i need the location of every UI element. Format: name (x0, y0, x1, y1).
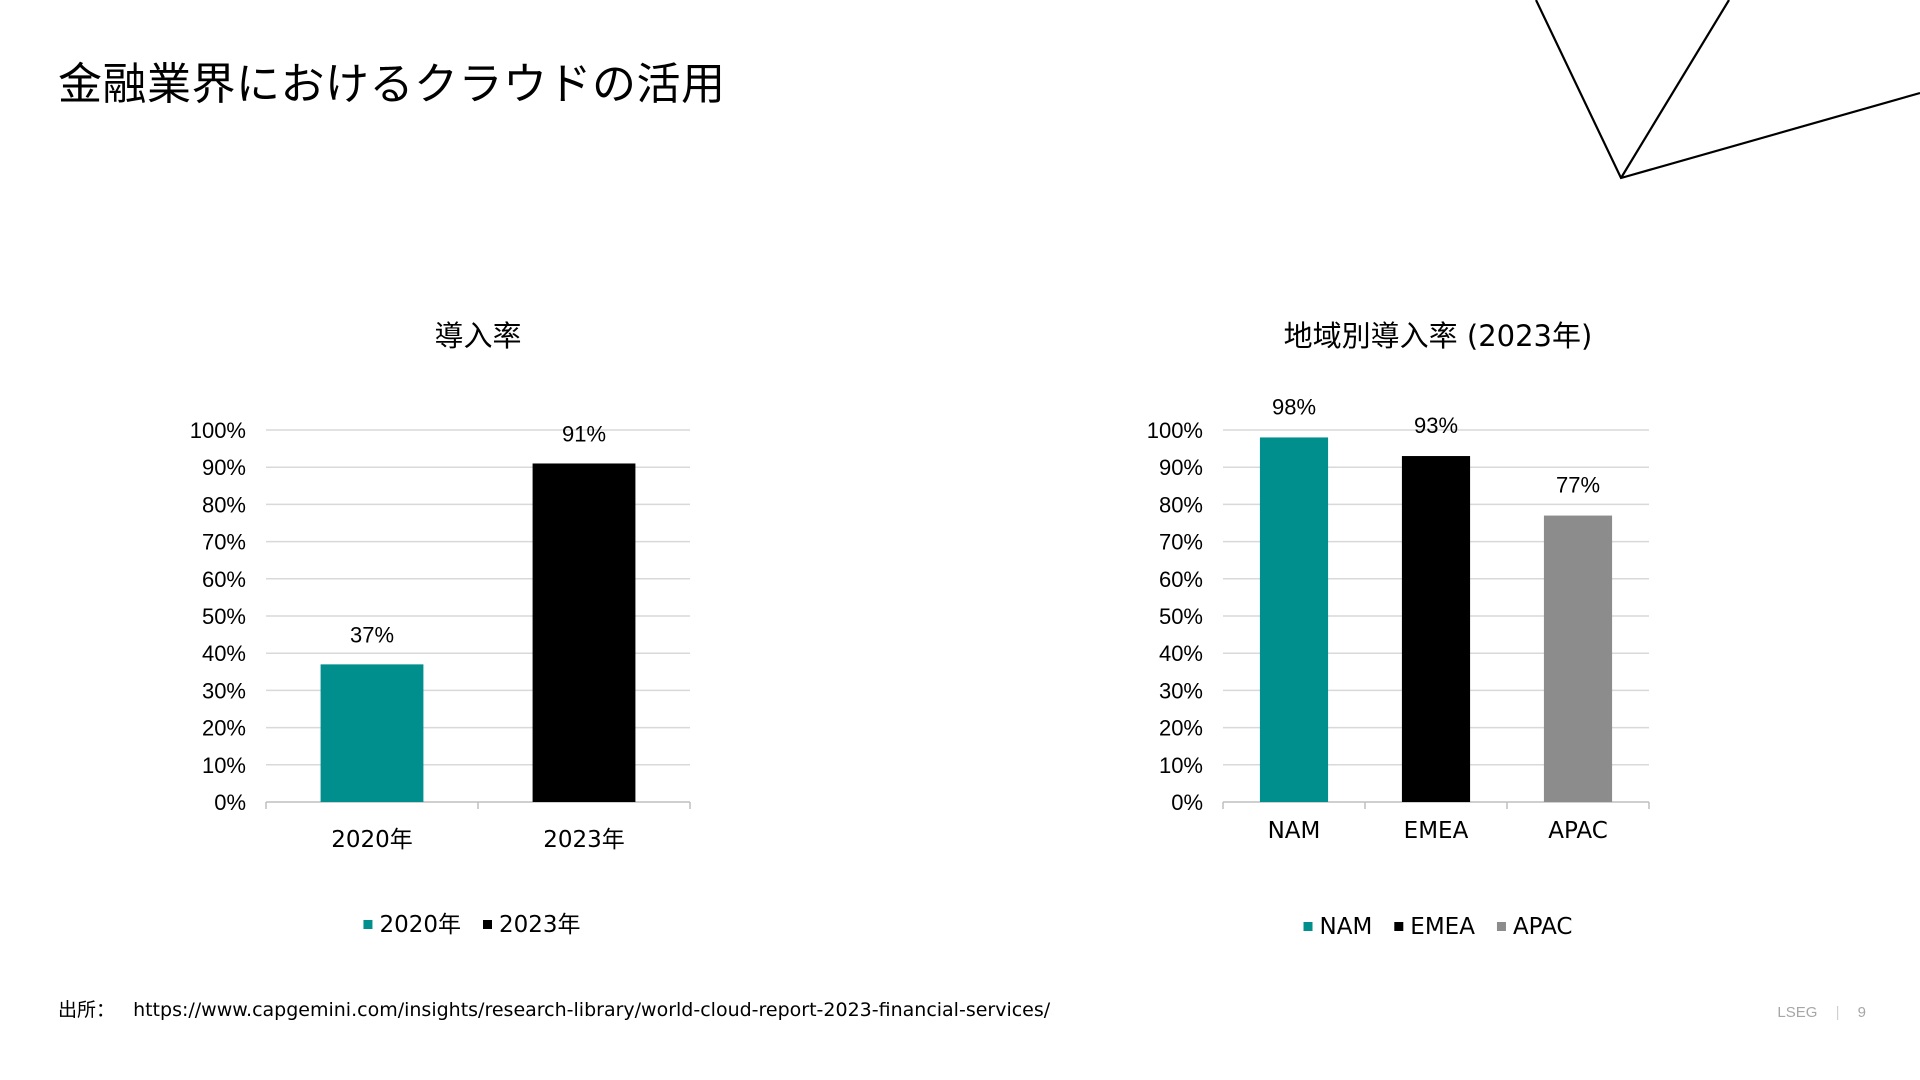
chart1-ytick-label: 0% (214, 790, 246, 815)
chart2-title: 地域別導入率 (2023年) (1284, 319, 1593, 353)
chart1-category-label-2023: 2023年 (543, 827, 625, 853)
chart1-ytick-label: 80% (202, 492, 246, 517)
chart2-category-label-nam: NAM (1268, 818, 1321, 844)
chart2-legend-swatch-emea (1394, 922, 1404, 931)
page-title: 金融業界におけるクラウドの活用 (58, 59, 726, 110)
chart2-data-label-apac: 77% (1556, 473, 1600, 498)
chart2-ytick-label: 80% (1159, 492, 1203, 517)
chart2-data-label-nam: 98% (1272, 394, 1316, 419)
source-link[interactable]: https://www.capgemini.com/insights/resea… (133, 999, 1051, 1021)
chart1-bar-2020 (320, 664, 424, 802)
chart2-ytick-label: 30% (1159, 678, 1203, 703)
chart1-ytick-label: 50% (202, 604, 246, 629)
page-number: 9 (1857, 1004, 1866, 1021)
chart1-ytick-label: 20% (202, 716, 246, 741)
chart1-category-label-2020: 2020年 (331, 827, 413, 853)
chart2-ytick-label: 90% (1159, 455, 1203, 480)
chart2-legend: NAM EMEA APAC (1303, 914, 1573, 940)
chart1-legend-label-2020: 2020年 (379, 912, 461, 938)
chart1-ytick-label: 60% (202, 567, 246, 592)
chart1-ytick-label: 70% (202, 530, 246, 555)
chart2-ytick-label: 20% (1159, 716, 1203, 741)
chart-regional-adoption-rate-svg: 地域別導入率 (2023年) 0% 10% 20% 30% 40% 50% 60% 70% 80%… (1147, 319, 1650, 940)
footer-brand: LSEG (1777, 1004, 1818, 1021)
chart2-category-label-emea: EMEA (1404, 818, 1469, 844)
chart2-ytick-label: 70% (1159, 530, 1203, 555)
chart1-data-label-2023: 91% (562, 421, 606, 446)
chart1-legend-swatch-2020 (363, 920, 373, 929)
chart1-ytick-label: 40% (202, 641, 246, 666)
chart1-ytick-label: 90% (202, 455, 246, 480)
chart2-legend-label-emea: EMEA (1410, 914, 1475, 940)
chart2-legend-swatch-apac (1496, 922, 1506, 931)
chart1-legend-swatch-2023 (483, 920, 492, 929)
chart2-legend-label-apac: APAC (1513, 914, 1573, 940)
chart2-category-label-apac: APAC (1548, 818, 1608, 844)
chart1-data-label-2020: 37% (350, 622, 394, 647)
chart2-bar-apac (1543, 515, 1613, 802)
chart-adoption-rate: 導入率 0% 10% 20% 30% 40% 50% 60% 70% 80% 90% 100% 37% 2… (150, 300, 910, 960)
source-label: 出所： (58, 999, 116, 1021)
chart-regional-adoption-rate: 地域別導入率 (2023年) 0% 10% 20% 30% 40% 50% 60% 70% 80%… (1108, 300, 1868, 960)
chart2-data-label-emea: 93% (1414, 413, 1458, 438)
chart2-bar-emea (1401, 456, 1471, 802)
chart1-ytick-label: 30% (202, 678, 246, 703)
chart2-ytick-label: 40% (1159, 641, 1203, 666)
chart1-bar-2023 (532, 463, 636, 802)
chart2-bar-nam (1259, 437, 1329, 802)
chart-adoption-rate-svg: 導入率 0% 10% 20% 30% 40% 50% 60% 70% 80% 90% 100% 37% 2… (190, 319, 691, 938)
chart2-legend-swatch-nam (1303, 922, 1313, 931)
chart2-ytick-label: 50% (1159, 604, 1203, 629)
chart2-ytick-label: 100% (1147, 418, 1203, 443)
chart2-ytick-label: 0% (1171, 790, 1203, 815)
chart1-legend: 2020年 2023年 (363, 912, 581, 938)
chart2-legend-label-nam: NAM (1320, 914, 1373, 940)
chart1-legend-label-2023: 2023年 (499, 912, 581, 938)
chart2-ytick-label: 10% (1159, 753, 1203, 778)
chart1-title: 導入率 (434, 319, 521, 353)
chart1-ytick-label: 10% (202, 753, 246, 778)
chart1-ytick-label: 100% (190, 418, 246, 443)
footer-separator: | (1835, 1004, 1840, 1021)
source-note: 出所： https://www.capgemini.com/insights/r… (58, 995, 1050, 1022)
footer: LSEG | 9 (1777, 1004, 1866, 1021)
chart2-ytick-label: 60% (1159, 567, 1203, 592)
